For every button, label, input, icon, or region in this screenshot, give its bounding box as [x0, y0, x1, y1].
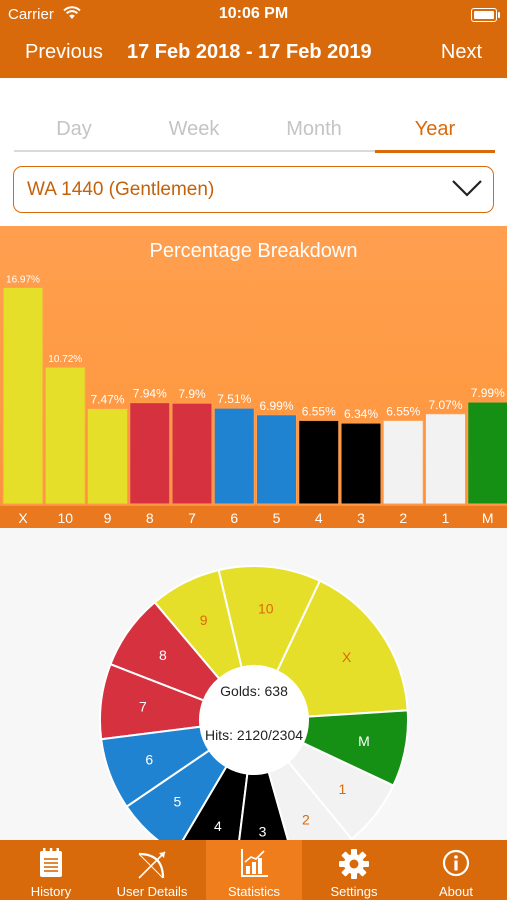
bar-7: [171, 402, 213, 505]
donut-slice-label: 7: [139, 698, 147, 714]
tab-settings-label: Settings: [330, 884, 378, 899]
donut-slice-label: 10: [258, 601, 274, 617]
tab-statistics[interactable]: Statistics: [206, 840, 302, 900]
segment-week[interactable]: Week: [168, 118, 220, 140]
bar-value-label: 7.47%: [90, 393, 124, 407]
x-tick-label: 10: [57, 510, 73, 526]
bar-6: [213, 407, 255, 505]
x-tick-label: 5: [273, 510, 281, 526]
x-tick-label: 3: [357, 510, 365, 526]
percentage-breakdown-chart: Percentage Breakdown 16.97% X 10.72% 10 7.47…: [0, 226, 507, 528]
segment-year[interactable]: Year: [414, 118, 456, 140]
x-tick-label: 7: [188, 510, 196, 526]
bar-10: [44, 366, 86, 505]
x-tick-label: X: [18, 510, 28, 526]
x-tick-label: 4: [315, 510, 323, 526]
donut-slice-label: 1: [338, 781, 346, 797]
statistics-icon: [241, 849, 268, 877]
bar-X: [2, 286, 44, 505]
tab-settings[interactable]: Settings: [306, 840, 402, 900]
donut-slice-label: 6: [145, 752, 153, 768]
gear-icon: [339, 849, 369, 879]
previous-button[interactable]: Previous: [25, 41, 103, 63]
tab-history[interactable]: History: [3, 840, 99, 900]
segment-active-indicator: [375, 150, 495, 153]
tab-user-details-label: User Details: [116, 884, 188, 899]
x-tick-label: 1: [442, 510, 450, 526]
x-tick-label: 2: [399, 510, 407, 526]
navigation-bar: Previous 17 Feb 2018 - 17 Feb 2019 Next: [0, 30, 507, 78]
golds-count: Golds: 638: [220, 683, 288, 699]
bar-value-label: 16.97%: [6, 274, 40, 285]
clock: 10:06 PM: [218, 5, 289, 22]
donut-center: [200, 666, 308, 774]
bar-value-label: 6.55%: [386, 404, 420, 418]
tab-about[interactable]: About: [408, 840, 504, 900]
bar-2: [382, 419, 424, 505]
x-tick-label: M: [482, 510, 494, 526]
segment-divider: [14, 150, 495, 152]
x-tick-label: 8: [146, 510, 154, 526]
carrier-label: Carrier: [8, 6, 54, 23]
bow-icon: [138, 851, 166, 879]
bar-1: [425, 413, 466, 505]
tab-bar: History User Details Statistics: [0, 840, 507, 900]
donut-slice-label: 3: [259, 824, 267, 840]
bar-8: [129, 402, 171, 505]
next-button[interactable]: Next: [440, 41, 482, 63]
donut-slice-label: 9: [200, 612, 208, 628]
bar-value-label: 7.94%: [133, 387, 167, 401]
wifi-icon: [63, 6, 81, 19]
bar-value-label: 6.55%: [302, 404, 336, 418]
bar-5: [256, 414, 297, 505]
hits-count: Hits: 2120/2304: [205, 727, 303, 743]
bar-value-label: 7.99%: [471, 386, 505, 400]
chart-title: Percentage Breakdown: [149, 240, 358, 262]
bar-M: [467, 401, 507, 505]
segment-day[interactable]: Day: [56, 118, 92, 140]
donut-slice-label: 8: [159, 647, 167, 663]
x-axis-band: [0, 506, 507, 528]
round-dropdown[interactable]: WA 1440 (Gentlemen): [13, 166, 494, 213]
donut-slice-label: 5: [173, 794, 181, 810]
bar-4: [298, 419, 340, 505]
donut-chart-svg: X 10 9 8 7 6 5 4 3 2 1 M Golds: 638 Hits: 2120/2304: [99, 565, 409, 875]
tab-about-label: About: [439, 884, 473, 899]
score-distribution-section: X 10 9 8 7 6 5 4 3 2 1 M Golds: 638 Hits: 2120/2304: [0, 530, 507, 875]
tab-history-label: History: [30, 884, 72, 899]
x-tick-label: 9: [104, 510, 112, 526]
info-icon: [442, 849, 470, 877]
x-tick-label: 6: [230, 510, 238, 526]
bar-value-label: 7.51%: [217, 392, 251, 406]
tab-user-details[interactable]: User Details: [104, 840, 200, 900]
donut-slice-label: 2: [302, 811, 310, 827]
tab-statistics-label: Statistics: [227, 884, 280, 899]
bar-3: [340, 422, 382, 505]
bar-9: [87, 408, 128, 505]
segment-month[interactable]: Month: [286, 118, 342, 140]
donut-slice-label: X: [342, 649, 352, 665]
bar-value-label: 6.99%: [259, 399, 293, 413]
history-icon: [40, 848, 62, 877]
chevron-down-icon: [452, 180, 482, 197]
bar-value-label: 7.9%: [178, 387, 206, 401]
battery-icon: [471, 8, 500, 22]
status-bar: Carrier 10:06 PM: [0, 0, 507, 30]
bar-value-label: 10.72%: [48, 354, 82, 365]
round-dropdown-value: WA 1440 (Gentlemen): [27, 179, 215, 200]
bar-value-label: 7.07%: [428, 398, 462, 412]
donut-slice-label: M: [358, 733, 370, 749]
date-range-title: 17 Feb 2018 - 17 Feb 2019: [127, 41, 372, 63]
donut-slice-label: 4: [214, 818, 222, 834]
bar-value-label: 6.34%: [344, 407, 378, 421]
bar-chart-svg: 16.97% X 10.72% 10 7.47% 9 7.94% 8 7.9% 7 7.51% 6 6.…: [2, 274, 507, 526]
